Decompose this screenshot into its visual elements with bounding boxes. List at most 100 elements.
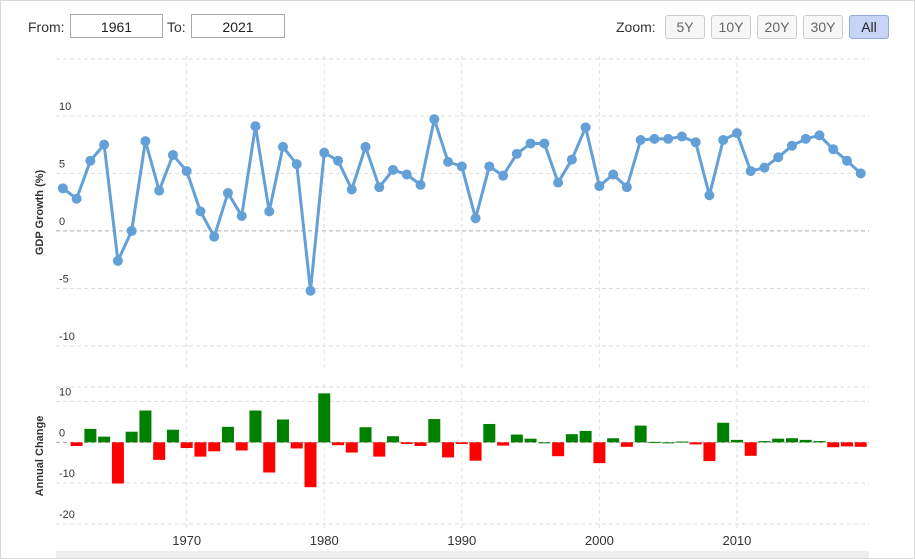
zoom-button[interactable]: 30Y	[803, 15, 843, 39]
point	[718, 135, 729, 146]
point	[773, 152, 784, 163]
bar	[400, 442, 413, 444]
y-tick-label: 10	[59, 387, 71, 399]
point	[333, 155, 344, 166]
navigator-strip	[56, 551, 869, 558]
y-axis-title: GDP Growth (%)	[34, 169, 46, 255]
zoom-button[interactable]: All	[849, 15, 889, 39]
bar	[442, 442, 455, 458]
point	[85, 155, 96, 166]
y-tick-label: -10	[59, 331, 75, 343]
bar	[662, 442, 675, 444]
point	[388, 164, 399, 175]
point	[57, 183, 68, 194]
point	[291, 159, 302, 170]
bar	[359, 427, 372, 443]
x-tick-label: 2000	[585, 533, 614, 548]
point	[456, 161, 467, 172]
zoom-button[interactable]: 10Y	[711, 15, 751, 39]
point	[594, 181, 605, 192]
bar	[180, 442, 193, 449]
point	[511, 148, 522, 159]
point	[663, 133, 674, 144]
x-tick-label: 2010	[722, 533, 751, 548]
bar	[469, 442, 482, 461]
point	[484, 161, 495, 172]
point	[429, 114, 440, 125]
from-input[interactable]: 1961	[70, 14, 163, 38]
point	[236, 210, 247, 221]
point	[346, 184, 357, 195]
bar	[593, 442, 606, 464]
y-tick-label: 10	[59, 101, 71, 113]
point	[828, 144, 839, 155]
point	[786, 140, 797, 151]
bar	[290, 442, 303, 449]
bar	[703, 442, 716, 462]
bar	[70, 442, 83, 447]
point	[167, 149, 178, 160]
bar	[854, 442, 867, 447]
point	[112, 255, 123, 266]
bar	[565, 434, 578, 443]
bar	[552, 442, 565, 457]
y-tick-label: -10	[59, 468, 75, 480]
point	[209, 231, 220, 242]
bar	[345, 442, 358, 453]
point	[814, 130, 825, 141]
point	[690, 137, 701, 148]
bar	[497, 442, 510, 446]
point	[745, 166, 756, 177]
to-input[interactable]: 2021	[191, 14, 285, 38]
bar	[84, 428, 97, 443]
point	[635, 135, 646, 146]
bar	[414, 442, 427, 447]
bar	[166, 429, 179, 443]
bar	[373, 442, 386, 457]
bar	[717, 422, 730, 443]
y-tick-label: 0	[59, 216, 65, 228]
zoom-button[interactable]: 5Y	[665, 15, 705, 39]
bar	[194, 442, 207, 457]
point	[99, 139, 110, 150]
point	[319, 147, 330, 158]
x-tick-label: 1970	[172, 533, 201, 548]
point	[553, 177, 564, 188]
bar	[772, 438, 785, 443]
y-tick-label: 5	[59, 158, 65, 170]
bar	[840, 442, 853, 447]
bar	[813, 441, 826, 443]
y-tick-label: 0	[59, 427, 65, 439]
point	[443, 156, 454, 167]
bar	[153, 442, 166, 460]
point	[498, 170, 509, 181]
bar	[827, 442, 840, 448]
bar	[785, 438, 798, 443]
bar	[263, 442, 276, 473]
point	[140, 136, 151, 147]
point	[539, 138, 550, 149]
bar	[455, 442, 468, 444]
bar	[235, 442, 248, 451]
y-axis-title: Annual Change	[34, 416, 46, 497]
bar	[139, 410, 152, 443]
point	[250, 121, 261, 132]
bar	[648, 441, 661, 443]
point	[71, 193, 82, 204]
point	[401, 169, 412, 180]
to-label: To:	[167, 19, 186, 35]
point	[704, 190, 715, 201]
bar	[483, 423, 496, 443]
bar	[318, 393, 331, 443]
point	[676, 131, 687, 142]
bar	[758, 441, 771, 443]
bar	[510, 434, 523, 443]
bar	[538, 442, 551, 444]
point	[264, 206, 275, 217]
point	[841, 155, 852, 166]
point	[470, 213, 481, 224]
zoom-button[interactable]: 20Y	[757, 15, 797, 39]
bar	[249, 410, 262, 443]
bar	[799, 439, 812, 443]
